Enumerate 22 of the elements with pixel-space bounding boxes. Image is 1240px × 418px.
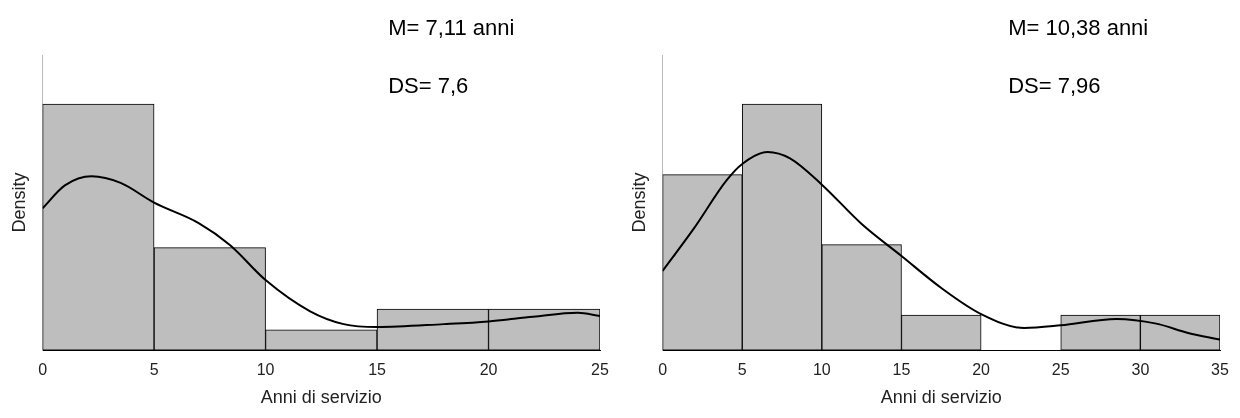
x-tick-label: 35	[1211, 361, 1229, 379]
y-axis-title: Density	[628, 172, 649, 233]
x-tick-label: 5	[737, 361, 747, 379]
x-tick-label: 15	[368, 361, 387, 379]
x-tick-label: 15	[892, 361, 911, 379]
x-axis-title: Anni di servizio	[880, 387, 1002, 408]
x-tick-label: 20	[972, 361, 991, 379]
text: M= 10,38 anni	[1008, 15, 1149, 40]
x-tick-label: 0	[658, 361, 668, 379]
x-tick-label: 10	[812, 361, 831, 379]
x-tick-label: 5	[149, 361, 159, 379]
text: DS= 7,96	[1008, 73, 1101, 98]
x-tick-label: 20	[479, 361, 498, 379]
x-axis-title: Anni di servizio	[260, 387, 382, 408]
y-axis-title: Density	[8, 172, 29, 233]
x-tick-label: 25	[591, 361, 609, 379]
text: DS= 7,6	[388, 73, 469, 98]
x-tick-label: 10	[256, 361, 275, 379]
x-tick-label: 25	[1051, 361, 1070, 379]
x-tick-label: 0	[38, 361, 48, 379]
x-tick-label: 30	[1131, 361, 1150, 379]
text: M= 7,11 anni	[388, 15, 515, 40]
